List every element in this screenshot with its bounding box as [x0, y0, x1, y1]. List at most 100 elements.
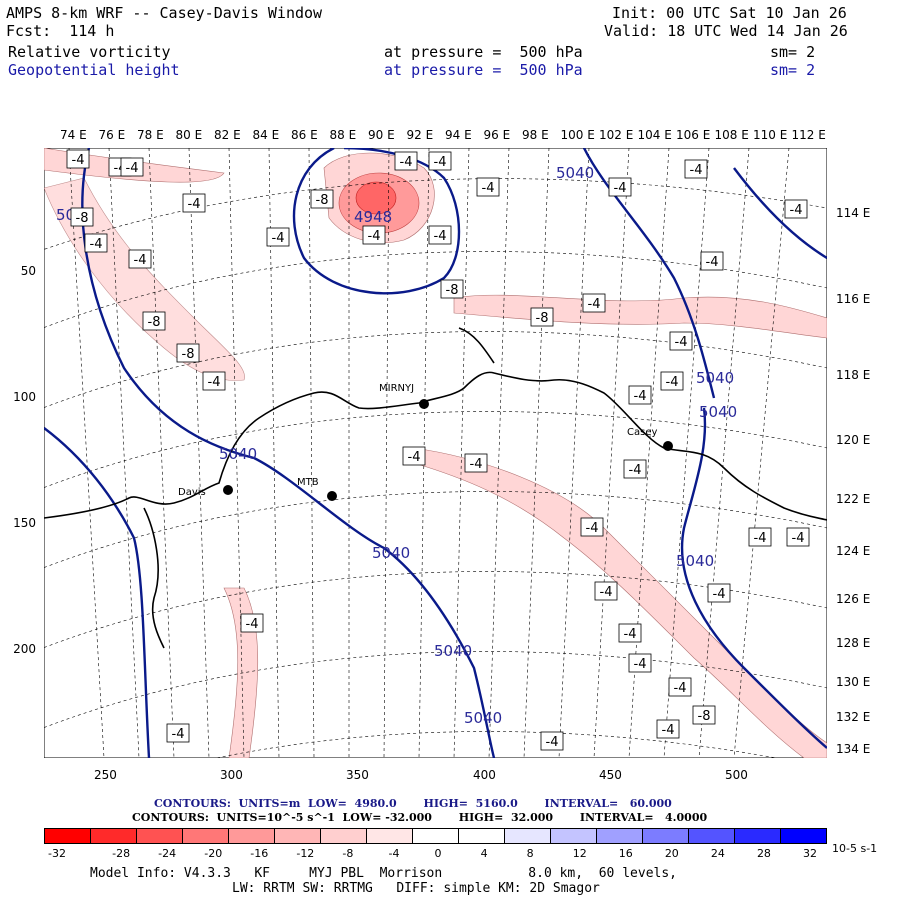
svg-text:-4: -4	[754, 531, 767, 546]
svg-text:-8: -8	[698, 709, 711, 724]
colorbar-tick-label: -16	[250, 847, 269, 860]
vorticity-contour-label: -4	[428, 151, 452, 171]
vorticity-contour-label: -4	[608, 177, 632, 197]
vorticity-contour-label: -4	[362, 225, 386, 245]
y-tick-label: 200	[13, 642, 36, 656]
station-mtb-label: MTB	[297, 477, 319, 488]
longitude-label: 94 E	[445, 128, 472, 142]
longitude-label: 90 E	[368, 128, 395, 142]
svg-text:-4: -4	[706, 255, 719, 270]
station-mirnyj-label: MIRNYJ	[379, 383, 414, 394]
vorticity-contour-label: -8	[176, 343, 200, 363]
colorbar-swatch	[367, 829, 413, 843]
colorbar-swatch	[781, 829, 826, 843]
svg-text:-4: -4	[188, 197, 201, 212]
vorticity-contour-label: -4	[784, 199, 808, 219]
model-info-line2: LW: RRTM SW: RRTMG DIFF: simple KM: 2D S…	[232, 881, 600, 896]
colorbar-tick-label: 28	[756, 847, 771, 860]
longitude-label-right: 118 E	[836, 368, 871, 382]
vorticity-contour-label: -4	[182, 193, 206, 213]
vorticity-contour-label: -4	[594, 581, 618, 601]
svg-text:-4: -4	[675, 335, 688, 350]
colorbar-tick-label: 8	[526, 847, 534, 860]
svg-text:-4: -4	[172, 727, 185, 742]
vorticity-contour-label: -4	[786, 527, 810, 547]
y-tick-label: 150	[13, 516, 36, 530]
x-tick-label: 250	[94, 768, 117, 782]
station-casey-marker	[663, 441, 673, 451]
vorticity-contour-label: -4	[120, 157, 144, 177]
svg-text:-8: -8	[148, 315, 161, 330]
longitude-label: 108 E	[714, 128, 749, 142]
colorbar-swatch	[229, 829, 275, 843]
colorbar-swatch	[321, 829, 367, 843]
colorbar-tick-label: 12	[572, 847, 587, 860]
vorticity-contour-label: -4	[628, 385, 652, 405]
plot-title: AMPS 8-km WRF -- Casey-Davis Window	[6, 4, 323, 22]
longitude-label: 100 E	[560, 128, 595, 142]
vorticity-contour-label: -4	[394, 151, 418, 171]
svg-text:-8: -8	[446, 283, 459, 298]
graticule	[44, 148, 827, 758]
colorbar-tick-label: 0	[434, 847, 442, 860]
colorbar-tick-label: 20	[664, 847, 679, 860]
vorticity-contour-label: -4	[684, 159, 708, 179]
svg-text:-4: -4	[368, 229, 381, 244]
longitude-label-right: 130 E	[836, 675, 871, 689]
colorbar-tick-label: 24	[710, 847, 725, 860]
vorticity-contour-label: -4	[700, 251, 724, 271]
svg-text:-4: -4	[790, 203, 803, 218]
svg-text:-4: -4	[470, 457, 483, 472]
colorbar-swatch	[459, 829, 505, 843]
forecast-hour: Fcst: 114 h	[6, 22, 115, 40]
svg-text:-4: -4	[666, 375, 679, 390]
colorbar-tick-label: -8	[342, 847, 354, 860]
longitude-label: 96 E	[483, 128, 511, 142]
station-mtb-marker	[327, 491, 337, 501]
y-tick-label: 100	[13, 390, 36, 404]
longitude-label: 92 E	[406, 128, 434, 142]
height-contour-label: 4948	[354, 208, 392, 226]
longitude-label-right: 124 E	[836, 544, 871, 558]
longitude-label: 104 E	[637, 128, 672, 142]
colorbar-tick-label: -12	[296, 847, 315, 860]
svg-text:-4: -4	[600, 585, 613, 600]
colorbar-swatch	[551, 829, 597, 843]
vorticity-contour-label: -4	[660, 371, 684, 391]
x-tick-label: 400	[473, 768, 496, 782]
vorticity-contour-label: -4	[656, 719, 680, 739]
colorbar-swatch	[45, 829, 91, 843]
longitude-label: 110 E	[753, 128, 788, 142]
vorticity-contour-label: -4	[202, 371, 226, 391]
colorbar-swatch	[91, 829, 137, 843]
longitude-label-right: 126 E	[836, 592, 871, 606]
svg-text:-4: -4	[72, 153, 85, 168]
height-contour-info: CONTOURS: UNITS=m LOW= 4980.0 HIGH= 5160…	[154, 797, 672, 810]
longitude-label: 78 E	[137, 128, 164, 142]
vorticity-contour-label: -4	[748, 527, 772, 547]
longitude-label: 112 E	[791, 128, 826, 142]
longitude-label: 76 E	[98, 128, 126, 142]
height-contour-label: 5040	[372, 544, 410, 562]
vorticity-contour-label: -4	[428, 225, 452, 245]
height-contour-label: 5040	[699, 403, 737, 421]
longitude-label-right: 122 E	[836, 492, 871, 506]
height-contour-label: 5040	[556, 164, 594, 182]
longitude-label-right: 116 E	[836, 292, 871, 306]
station-markers	[223, 399, 673, 501]
svg-text:-8: -8	[536, 311, 549, 326]
vorticity-contour-label: -4	[166, 723, 190, 743]
height-contour-label: 5040	[434, 642, 472, 660]
svg-text:-4: -4	[629, 463, 642, 478]
svg-text:-4: -4	[482, 181, 495, 196]
longitude-label: 86 E	[291, 128, 318, 142]
longitude-label-right: 128 E	[836, 636, 871, 650]
svg-text:-4: -4	[208, 375, 221, 390]
vorticity-center	[355, 181, 397, 215]
colorbar-tick-label: 32	[803, 847, 817, 860]
svg-text:-4: -4	[662, 723, 675, 738]
x-tick-label: 350	[346, 768, 369, 782]
colorbar-swatch	[597, 829, 643, 843]
station-casey-label: Casey	[627, 427, 657, 438]
vorticity-contour-label: -4	[66, 149, 90, 169]
